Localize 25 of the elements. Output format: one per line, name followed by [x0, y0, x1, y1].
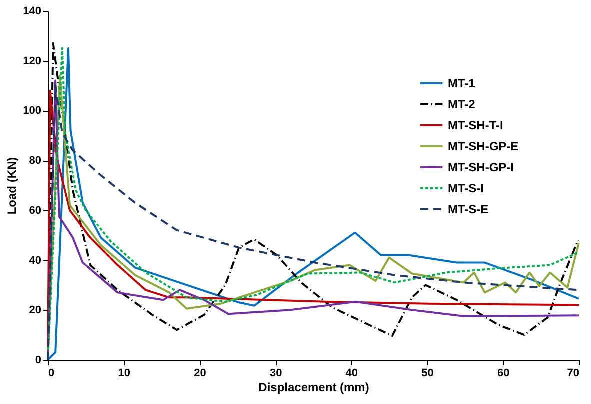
y-tick-label: 40: [29, 254, 42, 267]
y-tick-label: 0: [35, 354, 42, 366]
y-axis-title: Load (KN): [5, 157, 20, 215]
x-tick-label: 60: [498, 368, 510, 380]
x-axis-title: Displacement (mm): [258, 380, 370, 394]
legend-label: MT-S-E: [448, 202, 489, 216]
y-tick-label: 140: [23, 6, 42, 18]
legend-label: MT-SH-GP-I: [448, 160, 514, 174]
x-tick-label: 30: [270, 368, 282, 380]
legend-label: MT-2: [448, 98, 476, 112]
y-tick-label: 120: [23, 55, 42, 68]
x-tick-label: 50: [422, 368, 434, 380]
x-tick-label: 70: [567, 368, 580, 380]
y-tick-label: 60: [29, 204, 42, 217]
y-tick-label: 100: [23, 105, 42, 118]
x-tick-label: 20: [194, 368, 206, 380]
legend-label: MT-SH-GP-E: [448, 140, 519, 154]
legend-label: MT-SH-T-I: [448, 118, 504, 132]
x-tick-label: 40: [346, 368, 358, 380]
y-tick-label: 80: [29, 155, 42, 168]
legend-label: MT-S-I: [448, 182, 484, 196]
legend-label: MT-1: [448, 76, 476, 90]
x-tick-label: 0: [48, 368, 55, 380]
x-tick-label: 10: [118, 368, 130, 380]
y-tick-label: 20: [29, 304, 42, 317]
